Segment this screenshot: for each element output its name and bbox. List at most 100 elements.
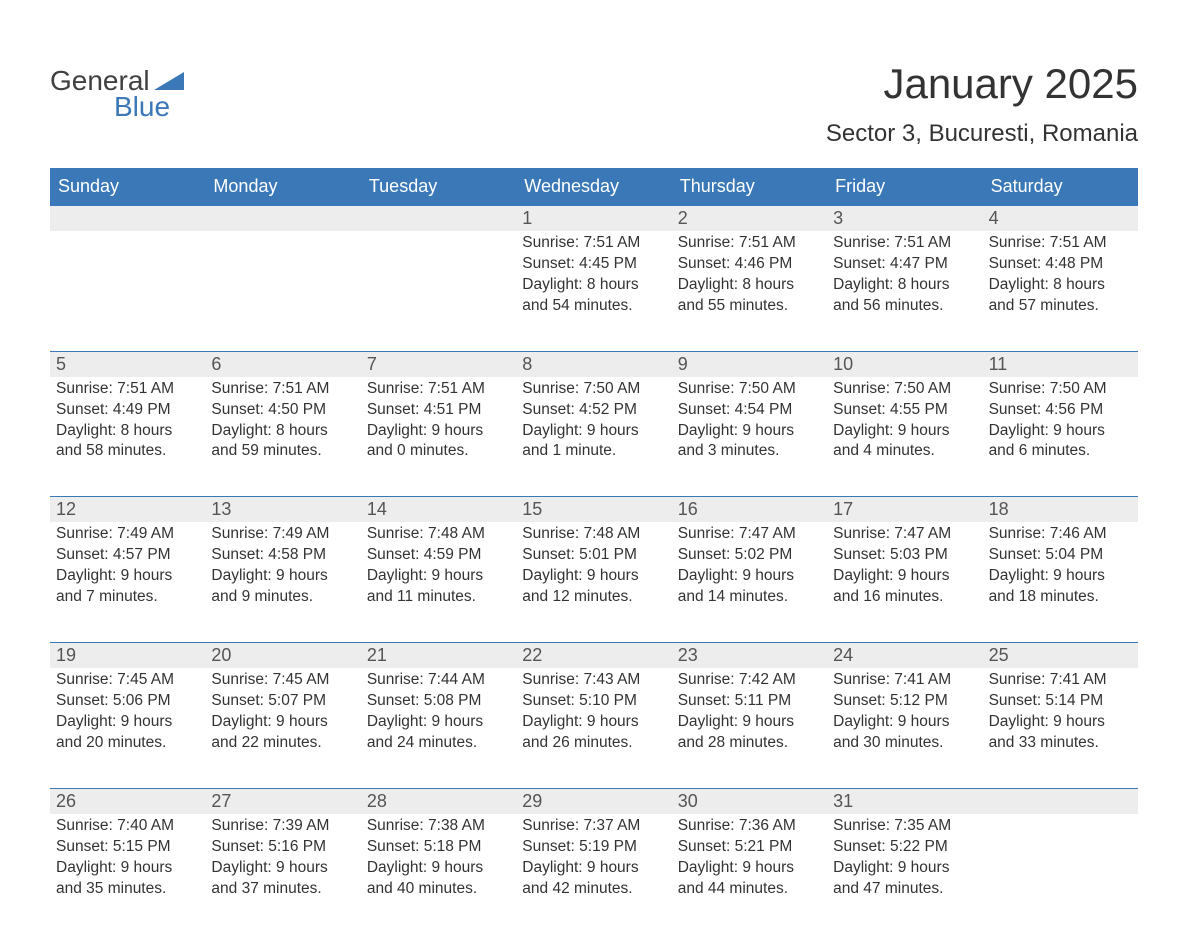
day-line: Daylight: 8 hours [211, 421, 354, 442]
day-number: 2 [672, 206, 827, 231]
day-number: 25 [983, 643, 1138, 668]
day-line: and 7 minutes. [56, 587, 199, 608]
day-line: Sunrise: 7:35 AM [833, 816, 976, 837]
day-content: Sunrise: 7:43 AMSunset: 5:10 PMDaylight:… [516, 668, 671, 760]
day-number: 5 [50, 352, 205, 377]
day-number: 13 [205, 497, 360, 522]
page-subtitle: Sector 3, Bucuresti, Romania [826, 120, 1138, 148]
day-number: 7 [361, 352, 516, 377]
day-line: Sunrise: 7:51 AM [833, 233, 976, 254]
day-line: Sunrise: 7:43 AM [522, 670, 665, 691]
day-header-cell: Wednesday [516, 168, 671, 205]
day-number: 17 [827, 497, 982, 522]
day-line: Sunrise: 7:47 AM [678, 524, 821, 545]
day-line: Sunrise: 7:51 AM [211, 379, 354, 400]
day-line: Daylight: 9 hours [367, 566, 510, 587]
day-line: Sunset: 4:58 PM [211, 545, 354, 566]
day-line: Sunset: 5:22 PM [833, 837, 976, 858]
day-line: Sunrise: 7:49 AM [56, 524, 199, 545]
day-content: Sunrise: 7:50 AMSunset: 4:55 PMDaylight:… [827, 377, 982, 469]
day-line: Sunset: 5:02 PM [678, 545, 821, 566]
day-line: Sunset: 5:11 PM [678, 691, 821, 712]
week-row: 1234Sunrise: 7:51 AMSunset: 4:45 PMDayli… [50, 205, 1138, 323]
day-line: Daylight: 9 hours [56, 566, 199, 587]
day-content: Sunrise: 7:42 AMSunset: 5:11 PMDaylight:… [672, 668, 827, 760]
day-line: Sunrise: 7:47 AM [833, 524, 976, 545]
day-line: Sunrise: 7:48 AM [367, 524, 510, 545]
day-content [205, 231, 360, 323]
day-line: Sunrise: 7:50 AM [833, 379, 976, 400]
day-content: Sunrise: 7:37 AMSunset: 5:19 PMDaylight:… [516, 814, 671, 906]
day-header-cell: Friday [827, 168, 982, 205]
day-content [50, 231, 205, 323]
content-row: Sunrise: 7:51 AMSunset: 4:45 PMDaylight:… [50, 231, 1138, 323]
day-number: 21 [361, 643, 516, 668]
day-line: Daylight: 9 hours [211, 712, 354, 733]
daynum-strip: 262728293031 [50, 789, 1138, 814]
day-line: Daylight: 9 hours [989, 421, 1132, 442]
day-number: 14 [361, 497, 516, 522]
day-line: Sunset: 4:46 PM [678, 254, 821, 275]
day-line: Daylight: 9 hours [522, 712, 665, 733]
day-line: Daylight: 9 hours [833, 858, 976, 879]
day-line: and 55 minutes. [678, 296, 821, 317]
day-line: Daylight: 9 hours [522, 858, 665, 879]
day-header-cell: Saturday [983, 168, 1138, 205]
day-content: Sunrise: 7:45 AMSunset: 5:06 PMDaylight:… [50, 668, 205, 760]
day-line: and 12 minutes. [522, 587, 665, 608]
day-line: Sunset: 5:04 PM [989, 545, 1132, 566]
day-line: Sunrise: 7:51 AM [678, 233, 821, 254]
day-content: Sunrise: 7:51 AMSunset: 4:48 PMDaylight:… [983, 231, 1138, 323]
day-content: Sunrise: 7:50 AMSunset: 4:54 PMDaylight:… [672, 377, 827, 469]
day-line: and 30 minutes. [833, 733, 976, 754]
day-line: Daylight: 9 hours [367, 858, 510, 879]
day-line: and 16 minutes. [833, 587, 976, 608]
day-content: Sunrise: 7:44 AMSunset: 5:08 PMDaylight:… [361, 668, 516, 760]
day-number [205, 206, 360, 231]
day-number: 20 [205, 643, 360, 668]
day-number: 18 [983, 497, 1138, 522]
day-line: Daylight: 9 hours [989, 566, 1132, 587]
day-line: Sunrise: 7:39 AM [211, 816, 354, 837]
day-line: Sunrise: 7:44 AM [367, 670, 510, 691]
calendar-page: General Blue January 2025 Sector 3, Bucu… [0, 0, 1188, 945]
day-content: Sunrise: 7:51 AMSunset: 4:51 PMDaylight:… [361, 377, 516, 469]
day-line: Sunrise: 7:42 AM [678, 670, 821, 691]
day-number: 26 [50, 789, 205, 814]
day-number [361, 206, 516, 231]
content-row: Sunrise: 7:40 AMSunset: 5:15 PMDaylight:… [50, 814, 1138, 906]
day-line: Daylight: 9 hours [56, 712, 199, 733]
day-content [983, 814, 1138, 906]
day-number: 8 [516, 352, 671, 377]
day-line: and 56 minutes. [833, 296, 976, 317]
day-line: Sunset: 5:01 PM [522, 545, 665, 566]
day-line: Daylight: 8 hours [522, 275, 665, 296]
day-line: and 47 minutes. [833, 879, 976, 900]
day-line: and 37 minutes. [211, 879, 354, 900]
day-line: Daylight: 9 hours [833, 421, 976, 442]
title-block: January 2025 Sector 3, Bucuresti, Romani… [826, 60, 1138, 148]
day-content: Sunrise: 7:51 AMSunset: 4:50 PMDaylight:… [205, 377, 360, 469]
day-header-row: SundayMondayTuesdayWednesdayThursdayFrid… [50, 168, 1138, 205]
day-line: Sunrise: 7:50 AM [678, 379, 821, 400]
day-line: Daylight: 9 hours [367, 421, 510, 442]
day-number: 10 [827, 352, 982, 377]
day-line: and 11 minutes. [367, 587, 510, 608]
day-number: 15 [516, 497, 671, 522]
day-header-cell: Sunday [50, 168, 205, 205]
day-content: Sunrise: 7:47 AMSunset: 5:02 PMDaylight:… [672, 522, 827, 614]
daynum-strip: 1234 [50, 206, 1138, 231]
day-line: Daylight: 8 hours [678, 275, 821, 296]
day-line: Sunrise: 7:41 AM [833, 670, 976, 691]
day-content: Sunrise: 7:39 AMSunset: 5:16 PMDaylight:… [205, 814, 360, 906]
day-line: and 9 minutes. [211, 587, 354, 608]
day-number: 23 [672, 643, 827, 668]
daynum-strip: 567891011 [50, 352, 1138, 377]
day-line: Sunrise: 7:45 AM [211, 670, 354, 691]
day-line: Sunset: 4:51 PM [367, 400, 510, 421]
daynum-strip: 19202122232425 [50, 643, 1138, 668]
day-line: Sunset: 5:08 PM [367, 691, 510, 712]
day-number: 9 [672, 352, 827, 377]
day-line: Sunset: 4:47 PM [833, 254, 976, 275]
day-line: and 57 minutes. [989, 296, 1132, 317]
